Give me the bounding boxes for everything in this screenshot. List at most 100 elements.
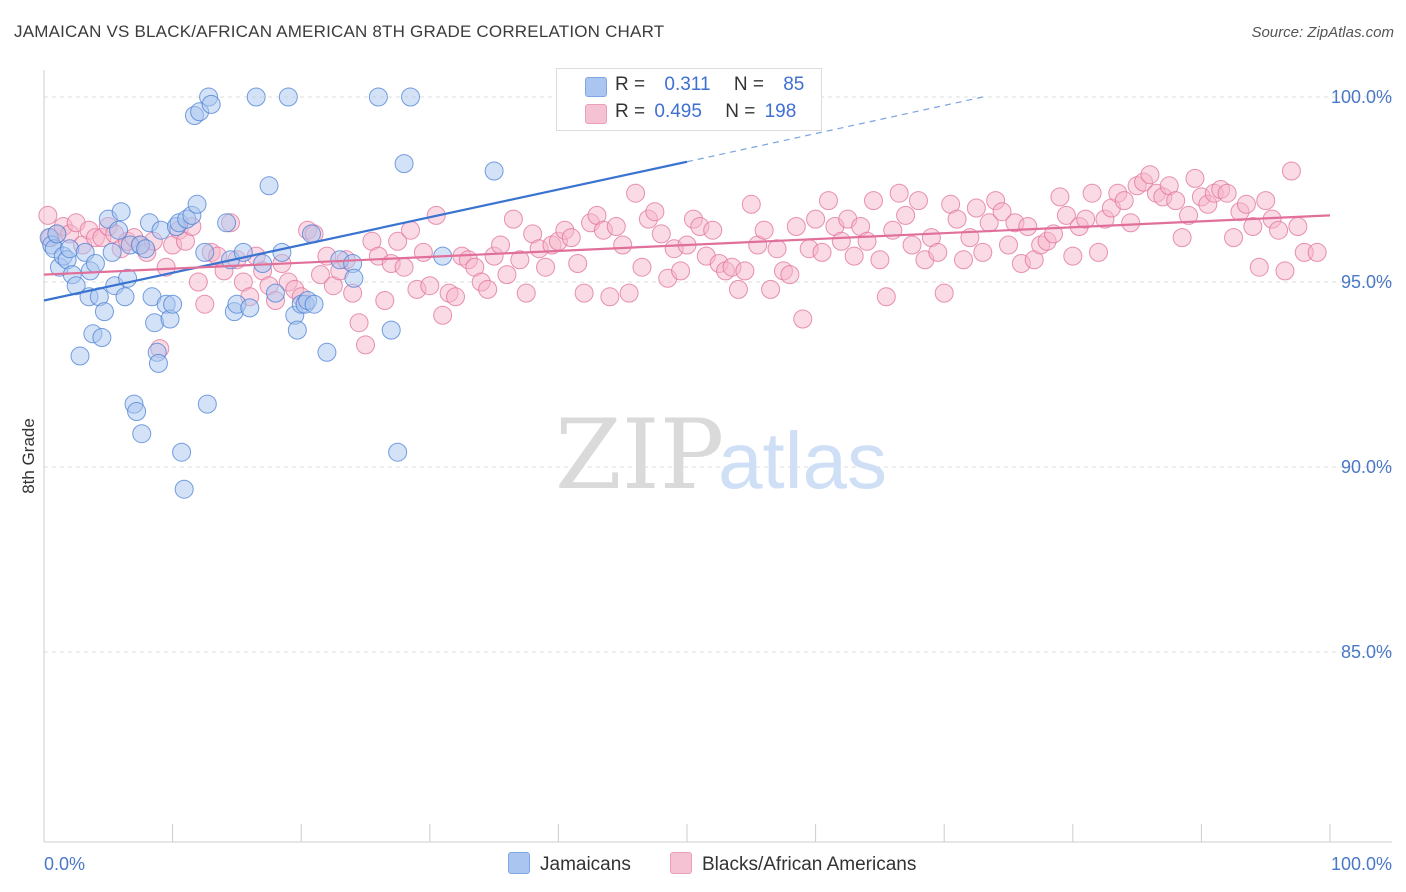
watermark-zip: ZIP <box>555 399 724 511</box>
black-african-american-point <box>844 246 864 266</box>
black-african-american-point <box>156 257 176 277</box>
black-african-american-point <box>876 287 896 307</box>
black-african-american-point <box>934 283 954 303</box>
jamaican-point <box>66 276 86 296</box>
black-african-american-point <box>761 279 781 299</box>
black-african-american-point <box>863 191 883 211</box>
black-african-american-point <box>349 313 369 333</box>
black-african-american-point <box>973 242 993 262</box>
black-african-american-point <box>375 291 395 310</box>
black-african-american-point <box>626 183 646 203</box>
black-african-american-point <box>896 205 916 225</box>
bottom-legend-label: Blacks/African Americans <box>702 854 917 875</box>
y-tick-label: 90.0% <box>1341 457 1392 477</box>
black-african-american-point <box>1082 183 1102 203</box>
jamaican-point <box>401 87 421 107</box>
jamaican-point <box>259 176 279 196</box>
chart-title: JAMAICAN VS BLACK/AFRICAN AMERICAN 8TH G… <box>14 22 665 41</box>
black-african-american-point <box>793 309 813 329</box>
black-african-american-point <box>561 228 581 248</box>
black-african-american-point <box>1018 217 1038 236</box>
black-african-american-point <box>1140 165 1160 185</box>
black-african-american-point <box>728 279 748 299</box>
black-african-american-point <box>503 209 523 229</box>
black-african-american-point <box>908 191 928 211</box>
x-tick-label: 100.0% <box>1331 854 1392 874</box>
black-african-american-point <box>574 283 594 303</box>
black-african-american-point <box>999 235 1018 255</box>
bottom-legend-blacks: Blacks/African Americans <box>670 852 916 876</box>
black-african-american-point <box>433 305 453 325</box>
black-african-american-point <box>1217 183 1237 203</box>
black-african-american-point <box>1056 205 1076 225</box>
legend-n-label: N = <box>725 101 756 122</box>
legend-r-label: R = <box>615 101 646 122</box>
black-african-american-point <box>1172 228 1192 248</box>
black-african-american-point <box>401 220 421 240</box>
black-african-american-point <box>703 220 723 240</box>
jamaican-point <box>197 394 217 414</box>
black-african-american-point <box>606 217 626 236</box>
black-african-american-point <box>1243 217 1263 236</box>
black-african-american-point <box>195 294 215 314</box>
black-african-american-point <box>953 250 973 270</box>
black-african-american-point <box>1236 194 1256 214</box>
legend-r-value: 0.495 <box>654 101 702 122</box>
jamaican-point <box>47 224 67 244</box>
jamaican-point <box>85 254 105 273</box>
jamaican-point <box>111 202 131 222</box>
black-african-american-point <box>1185 168 1205 188</box>
watermark-atlas: atlas <box>718 416 887 505</box>
jamaican-point <box>115 287 135 307</box>
jamaican-point <box>172 442 192 462</box>
black-african-american-point <box>651 224 671 244</box>
black-african-american-point <box>645 202 665 222</box>
legend-n-label: N = <box>733 74 764 95</box>
jamaican-point <box>317 342 337 362</box>
legend-n-value: 85 <box>783 74 805 95</box>
black-african-american-point <box>889 183 909 203</box>
jamaicans-points-top <box>39 87 601 499</box>
black-african-american-point <box>1114 191 1134 211</box>
jamaican-point <box>304 294 324 314</box>
black-african-american-point <box>1275 261 1295 281</box>
black-african-american-point <box>497 265 517 285</box>
black-african-american-point <box>310 265 330 285</box>
black-african-american-point <box>600 287 620 307</box>
black-african-american-point <box>413 242 433 262</box>
jamaican-point <box>136 239 156 259</box>
black-african-american-point <box>568 254 588 273</box>
legend-swatch-jamaicans <box>585 77 607 97</box>
jamaican-point <box>484 161 504 181</box>
jamaican-point <box>201 94 221 114</box>
jamaican-point <box>127 402 147 421</box>
black-african-american-point <box>1256 191 1276 211</box>
black-african-american-point <box>1281 161 1301 181</box>
black-african-american-point <box>394 257 414 277</box>
jamaican-point <box>163 294 183 314</box>
black-african-american-point <box>536 257 556 277</box>
jamaican-point <box>187 194 207 214</box>
black-african-american-point <box>786 217 806 236</box>
black-african-american-point <box>491 235 511 255</box>
black-african-american-point <box>1063 246 1083 266</box>
black-african-american-point <box>992 202 1012 222</box>
jamaican-point <box>174 479 194 499</box>
black-african-american-point <box>735 261 755 281</box>
jamaican-point <box>287 320 307 340</box>
jamaican-point <box>246 87 266 107</box>
black-african-american-point <box>516 283 536 303</box>
black-african-american-point <box>754 220 774 240</box>
legend-swatch-blacks <box>585 104 607 124</box>
black-african-american-point <box>902 235 922 255</box>
legend-row-blacks: R = 0.495 N = 198 <box>615 101 796 125</box>
black-african-american-point <box>1179 205 1199 225</box>
jamaican-point <box>381 320 401 340</box>
jamaican-point <box>92 328 112 347</box>
jamaican-point <box>195 242 215 262</box>
black-african-american-point <box>388 231 408 251</box>
jamaican-point <box>368 87 388 107</box>
jamaican-point <box>272 242 292 262</box>
jamaican-point <box>109 220 129 240</box>
black-african-american-point <box>1121 213 1141 233</box>
